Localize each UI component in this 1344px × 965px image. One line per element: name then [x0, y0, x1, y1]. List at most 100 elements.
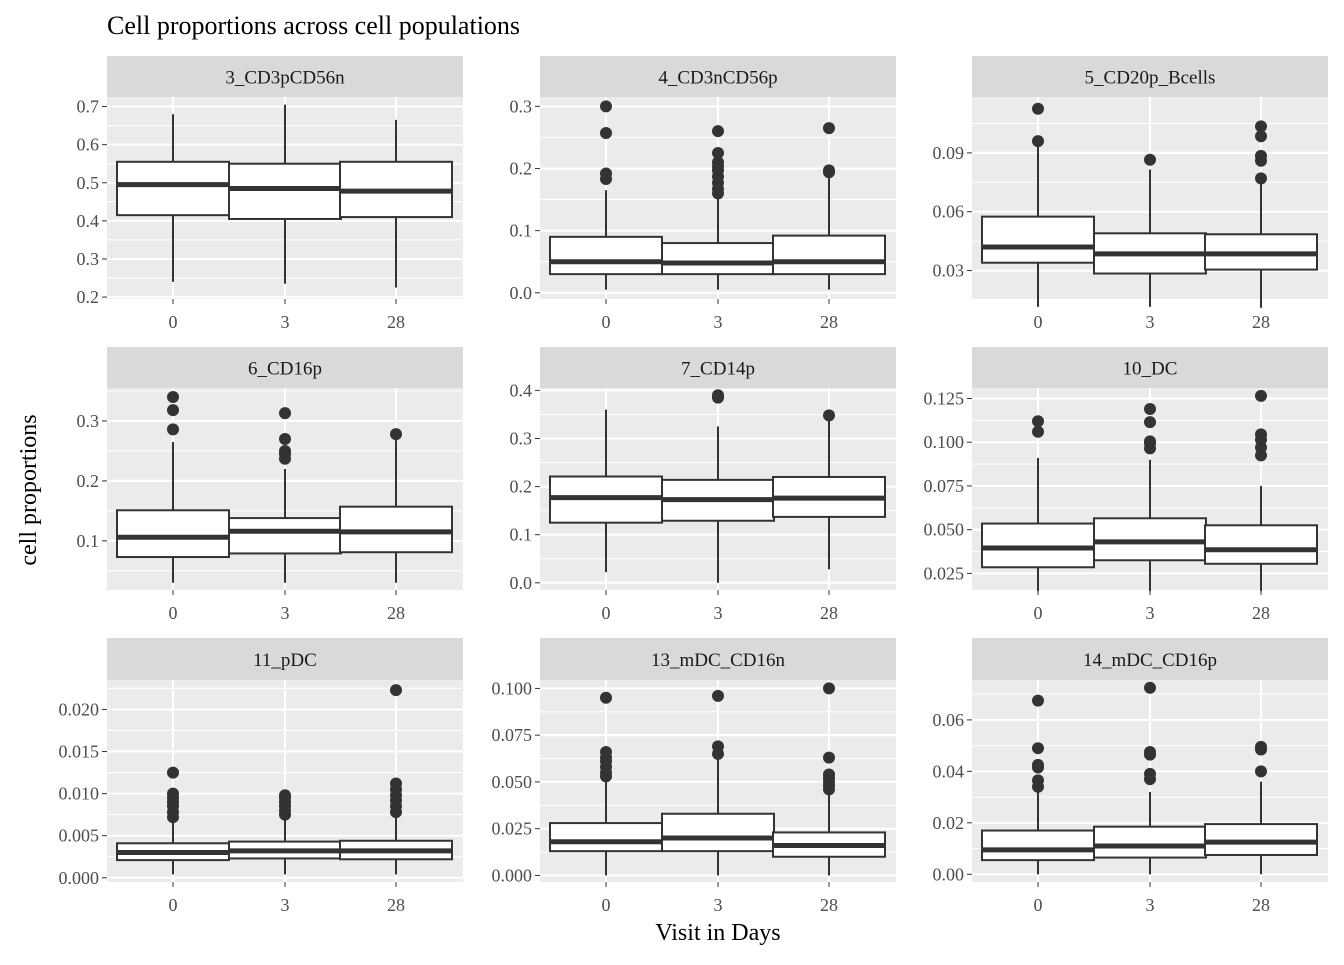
y-tick-label: 0.02: [933, 813, 965, 833]
outlier-point: [1032, 774, 1044, 787]
outlier-point: [712, 146, 724, 159]
boxplot-3: [661, 689, 775, 876]
y-tick-label: 0.1: [510, 525, 533, 545]
x-tick-label: 3: [1146, 603, 1155, 623]
outlier-point: [600, 746, 612, 759]
outlier-point: [712, 689, 724, 702]
outlier-point: [390, 777, 402, 790]
boxplot-0: [549, 100, 663, 290]
facet-strip-label: 10_DC: [1123, 359, 1178, 380]
facet-panel-5_CD20p_Bcells: 5_CD20p_Bcells 0.03 0.06 0.09 0 3 28: [933, 56, 1328, 332]
y-tick-label: 0.1: [510, 221, 533, 241]
facet-strip: [540, 638, 896, 680]
outlier-point: [167, 423, 179, 436]
outlier-point: [1032, 694, 1044, 707]
x-tick-label: 28: [387, 312, 405, 332]
outlier-point: [712, 156, 724, 169]
y-tick-label: 0.000: [59, 868, 100, 888]
iqr-box: [549, 235, 663, 276]
y-tick-label: 0.6: [77, 135, 100, 155]
boxplot-28: [1204, 389, 1318, 591]
outlier-point: [600, 691, 612, 704]
outlier-point: [167, 766, 179, 779]
outlier-point: [1032, 415, 1044, 428]
y-tick-label: 0.010: [59, 784, 100, 804]
y-tick-label: 0.2: [77, 287, 100, 307]
x-tick-label: 0: [602, 312, 611, 332]
y-tick-label: 0.3: [510, 429, 533, 449]
outlier-point: [1032, 135, 1044, 148]
boxplot-28: [339, 119, 453, 288]
outlier-point: [1255, 120, 1267, 133]
facet-strip-label: 14_mDC_CD16p: [1083, 650, 1217, 671]
outlier-point: [1144, 435, 1156, 448]
outlier-point: [279, 789, 291, 802]
y-tick-label: 0.06: [933, 202, 965, 222]
outlier-point: [712, 740, 724, 753]
outlier-point: [823, 682, 835, 695]
outlier-point: [1144, 746, 1156, 759]
y-tick-label: 0.000: [492, 865, 533, 885]
facet-strip: [107, 56, 463, 97]
x-tick-label: 3: [281, 312, 290, 332]
facet-panel-3_CD3pCD56n: 3_CD3pCD56n 0.2 0.3 0.4 0.5 0.6 0.7 0 3 28: [77, 56, 463, 332]
boxplot-3: [1093, 681, 1207, 875]
outlier-point: [712, 125, 724, 138]
x-tick-label: 0: [602, 603, 611, 623]
y-tick-label: 0.3: [77, 411, 100, 431]
iqr-box: [981, 829, 1095, 862]
outlier-point: [167, 390, 179, 403]
iqr-box: [549, 822, 663, 853]
boxplot-3: [228, 104, 342, 284]
facet-strip: [972, 347, 1328, 388]
outlier-point: [1255, 172, 1267, 185]
x-tick-label: 28: [820, 603, 838, 623]
facet-panel-6_CD16p: 6_CD16p 0.1 0.2 0.3 0 3 28: [77, 347, 463, 623]
outlier-point: [1032, 758, 1044, 771]
facet-strip-label: 3_CD3pCD56n: [225, 68, 345, 89]
outlier-point: [279, 407, 291, 420]
outlier-point: [1255, 130, 1267, 143]
facet-strip: [107, 638, 463, 680]
facet-strip: [540, 56, 896, 97]
boxplot-3: [1093, 153, 1207, 307]
boxplot-28: [772, 682, 886, 876]
outlier-point: [1255, 428, 1267, 441]
x-tick-label: 3: [1146, 312, 1155, 332]
y-axis-title: cell proportions: [16, 414, 42, 565]
y-tick-label: 0.4: [510, 380, 533, 400]
y-tick-label: 0.06: [933, 710, 965, 730]
facet-panel-13_mDC_CD16n: 13_mDC_CD16n 0.000 0.025 0.050 0.075 0.100 0 3 2…: [492, 638, 896, 915]
boxplot-0: [116, 114, 230, 282]
x-tick-label: 3: [1146, 895, 1155, 915]
iqr-box: [661, 812, 775, 853]
x-axis-title: Visit in Days: [655, 920, 780, 946]
x-tick-label: 0: [169, 312, 178, 332]
facet-panel-11_pDC: 11_pDC 0.000 0.005 0.010 0.015 0.020 0 3 28: [59, 638, 463, 915]
outlier-point: [1032, 742, 1044, 755]
facet-strip-label: 11_pDC: [253, 650, 317, 671]
outlier-point: [1144, 153, 1156, 166]
x-tick-label: 0: [1034, 895, 1043, 915]
x-tick-label: 0: [1034, 603, 1043, 623]
outlier-point: [390, 428, 402, 441]
x-tick-label: 28: [820, 312, 838, 332]
y-tick-label: 0.3: [77, 249, 100, 269]
boxplot-3: [228, 789, 342, 875]
y-tick-label: 0.5: [77, 173, 100, 193]
outlier-point: [712, 389, 724, 402]
iqr-box: [1093, 517, 1207, 562]
outlier-point: [1032, 425, 1044, 438]
chart-title: Cell proportions across cell populations: [107, 11, 520, 40]
y-tick-label: 0.025: [924, 563, 965, 583]
y-tick-label: 0.4: [77, 211, 100, 231]
y-tick-label: 0.075: [924, 476, 965, 496]
y-tick-label: 0.025: [492, 819, 533, 839]
x-tick-label: 28: [1252, 312, 1270, 332]
y-tick-label: 0.050: [924, 520, 965, 540]
boxplot-28: [772, 122, 886, 290]
y-tick-label: 0.1: [77, 531, 100, 551]
boxplot-0: [116, 390, 230, 583]
facet-strip-label: 5_CD20p_Bcells: [1085, 68, 1216, 89]
